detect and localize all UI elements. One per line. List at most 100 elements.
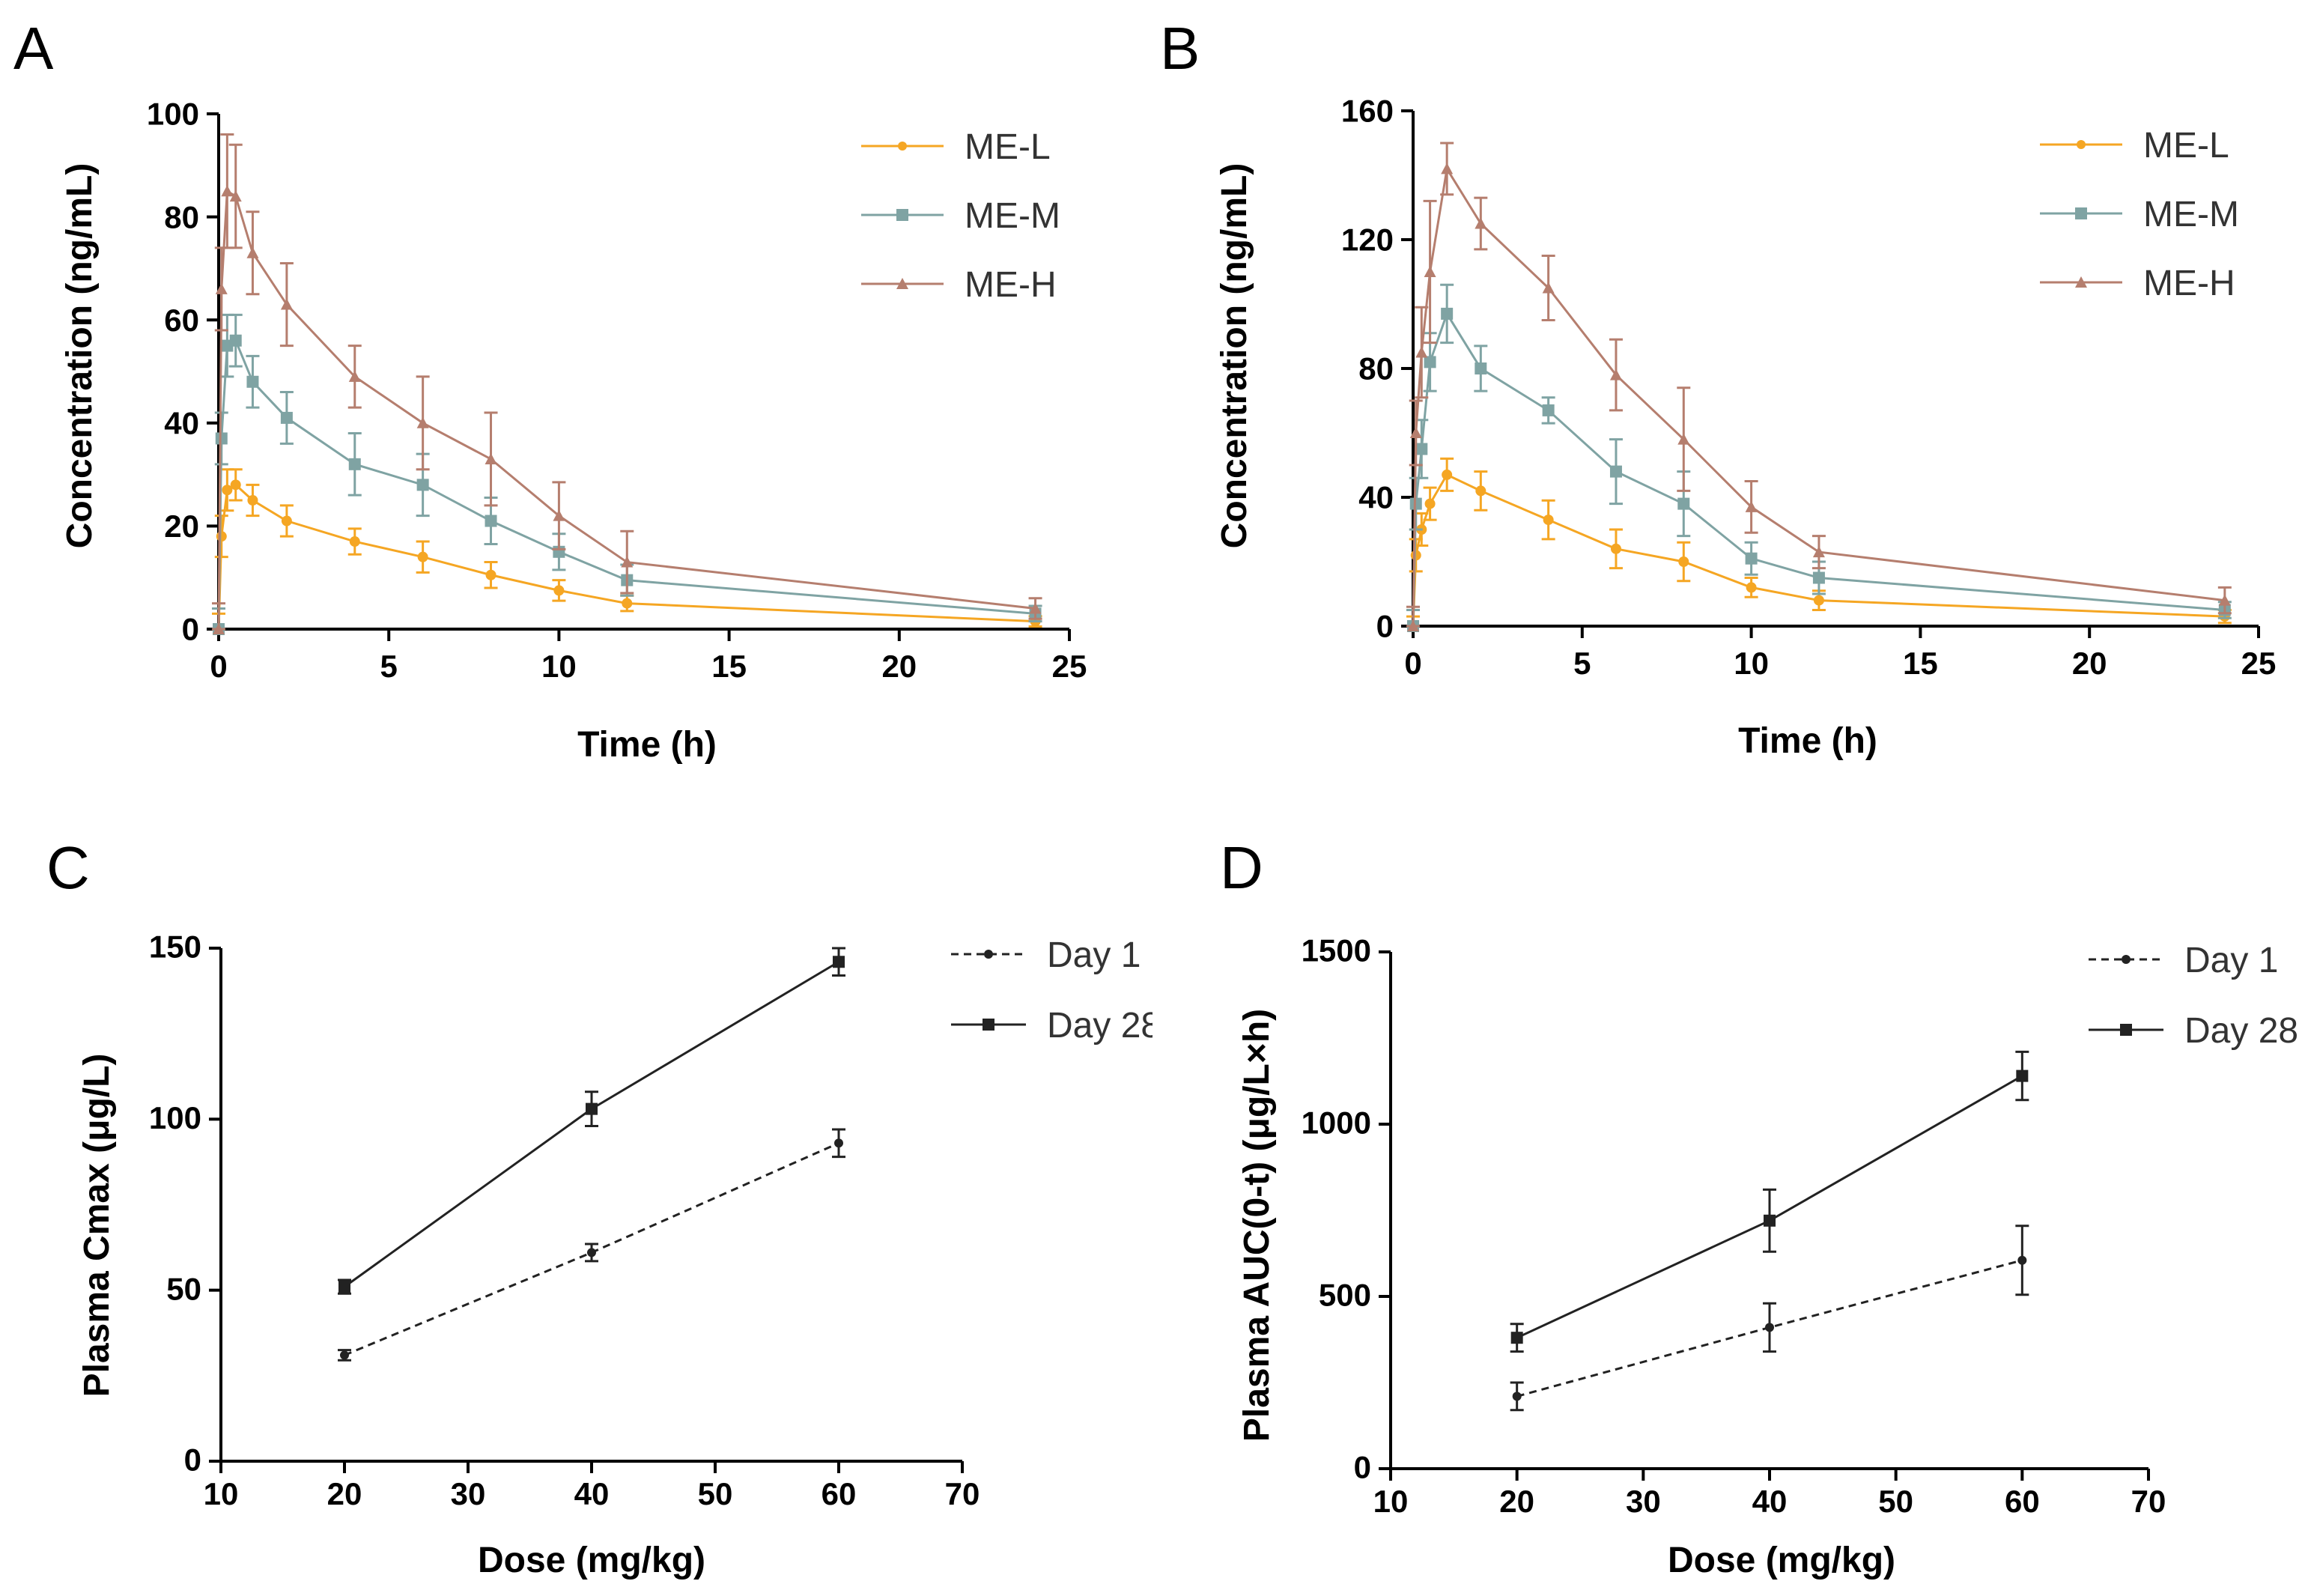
x-tick-label: 60 [2005, 1484, 2040, 1519]
data-point [246, 375, 259, 388]
legend-marker [896, 209, 908, 221]
data-point [1415, 443, 1428, 455]
data-point [1609, 465, 1622, 478]
data-point [1475, 217, 1487, 229]
x-tick-label: 5 [1573, 646, 1591, 681]
data-point [281, 515, 292, 527]
data-point [1677, 433, 1690, 445]
panel-b: B 0 5 10 15 20 25 0 40 80 120 160 ME-L ME-M ME-H Time… [1152, 0, 2305, 798]
data-point [2016, 1069, 2029, 1082]
x-tick-label: 15 [1903, 646, 1938, 681]
y-tick-label: 60 [164, 303, 199, 338]
x-tick-label: 0 [1404, 646, 1421, 681]
x-tick-label: 15 [711, 649, 747, 684]
series-me-h [212, 133, 1042, 634]
y-axis-label-c: Plasma Cmax (μg/L) [77, 1054, 117, 1398]
legend-marker [2120, 1024, 2132, 1036]
y-tick-label: 0 [1354, 1450, 1371, 1485]
data-point [622, 598, 633, 609]
data-point [246, 246, 259, 258]
plot-c: 10 20 30 40 50 60 70 0 50 100 150 Day 1 Day 28 [149, 929, 1152, 1511]
legend-marker [896, 278, 908, 289]
data-point [213, 623, 225, 634]
data-point [1678, 556, 1689, 567]
data-point [1424, 266, 1436, 277]
data-point [621, 556, 634, 568]
y-tick-label: 40 [164, 406, 199, 441]
x-axis-label-a: Time (h) [577, 725, 717, 765]
legend-label: ME-L [2143, 126, 2229, 166]
data-point [1813, 595, 1824, 606]
y-axis-label-a: Concentration (ng/mL) [60, 163, 100, 549]
panel-letter-d: D [1220, 834, 1263, 901]
x-tick-label: 70 [945, 1476, 980, 1511]
x-tick-label: 50 [1878, 1484, 1913, 1519]
data-point [417, 551, 428, 562]
legend-label: ME-H [965, 265, 1057, 305]
data-point [1475, 362, 1487, 374]
y-tick-label: 20 [164, 509, 199, 544]
series-day-1 [338, 1128, 845, 1362]
series-me-h [1406, 142, 2232, 631]
x-axis-label-c: Dose (mg/kg) [478, 1541, 705, 1580]
panel-d: D 10 20 30 40 50 60 70 0 500 1000 1500 Day 1 Day 28 … [1152, 798, 2305, 1596]
y-tick-label: 50 [166, 1271, 201, 1306]
y-tick-label: 1000 [1302, 1105, 1371, 1141]
data-point [1745, 500, 1758, 512]
data-point [1765, 1323, 1774, 1332]
data-point [215, 432, 228, 445]
chart-b-svg: B 0 5 10 15 20 25 0 40 80 120 160 ME-L ME-M ME-H Time… [1160, 15, 2277, 761]
y-tick-label: 40 [1358, 480, 1394, 515]
data-point [348, 370, 361, 382]
x-axis-label-b: Time (h) [1738, 721, 1877, 761]
data-point [1407, 620, 1419, 631]
y-tick-label: 500 [1319, 1278, 1371, 1313]
x-tick-label: 25 [2241, 646, 2277, 681]
data-point [1510, 1332, 1523, 1344]
panel-a: A 0 5 10 15 20 25 0 20 40 60 80 100 ME-L ME-M ME-H Tim… [0, 0, 1152, 798]
data-point [1610, 543, 1621, 554]
x-tick-label: 20 [327, 1476, 362, 1511]
legend-marker [984, 950, 993, 959]
y-tick-label: 1500 [1302, 933, 1371, 968]
data-point [2017, 1255, 2027, 1265]
chart-c-svg: C 10 20 30 40 50 60 70 0 50 100 150 Day 1 Day 28 Dos… [46, 834, 1152, 1580]
data-point [1424, 356, 1436, 368]
data-point [416, 479, 429, 491]
panel-letter-c: C [46, 834, 90, 901]
data-point [348, 458, 361, 470]
legend-marker [2122, 955, 2131, 964]
x-axis-label-d: Dose (mg/kg) [1668, 1541, 1895, 1580]
data-point [221, 185, 234, 197]
y-tick-label: 100 [149, 1100, 201, 1135]
y-axis-label-d: Plasma AUC(0-t) (μg/L×h) [1237, 1009, 1277, 1442]
data-point [215, 282, 228, 294]
data-point [587, 1248, 596, 1257]
data-point [280, 298, 293, 310]
y-tick-label: 80 [1358, 351, 1394, 386]
data-point [247, 495, 258, 506]
x-tick-label: 30 [1626, 1484, 1661, 1519]
y-tick-label: 80 [164, 199, 199, 234]
x-tick-label: 40 [574, 1476, 610, 1511]
y-tick-label: 150 [149, 929, 201, 965]
data-point [485, 515, 497, 527]
data-point [586, 1102, 598, 1115]
data-point [1029, 602, 1042, 614]
x-tick-label: 0 [210, 649, 227, 684]
legend-marker [2075, 276, 2087, 288]
y-tick-label: 0 [184, 1442, 201, 1478]
legend-label: ME-M [2143, 195, 2239, 234]
data-point [1764, 1214, 1776, 1227]
data-point [229, 190, 242, 202]
data-point [833, 956, 845, 968]
data-point [485, 569, 496, 580]
data-point [553, 585, 565, 596]
x-tick-label: 20 [2072, 646, 2107, 681]
legend-label: ME-L [965, 127, 1051, 167]
data-point [1415, 346, 1428, 358]
data-point [222, 485, 233, 496]
x-tick-label: 10 [1373, 1484, 1409, 1519]
legend-marker [2075, 207, 2087, 219]
